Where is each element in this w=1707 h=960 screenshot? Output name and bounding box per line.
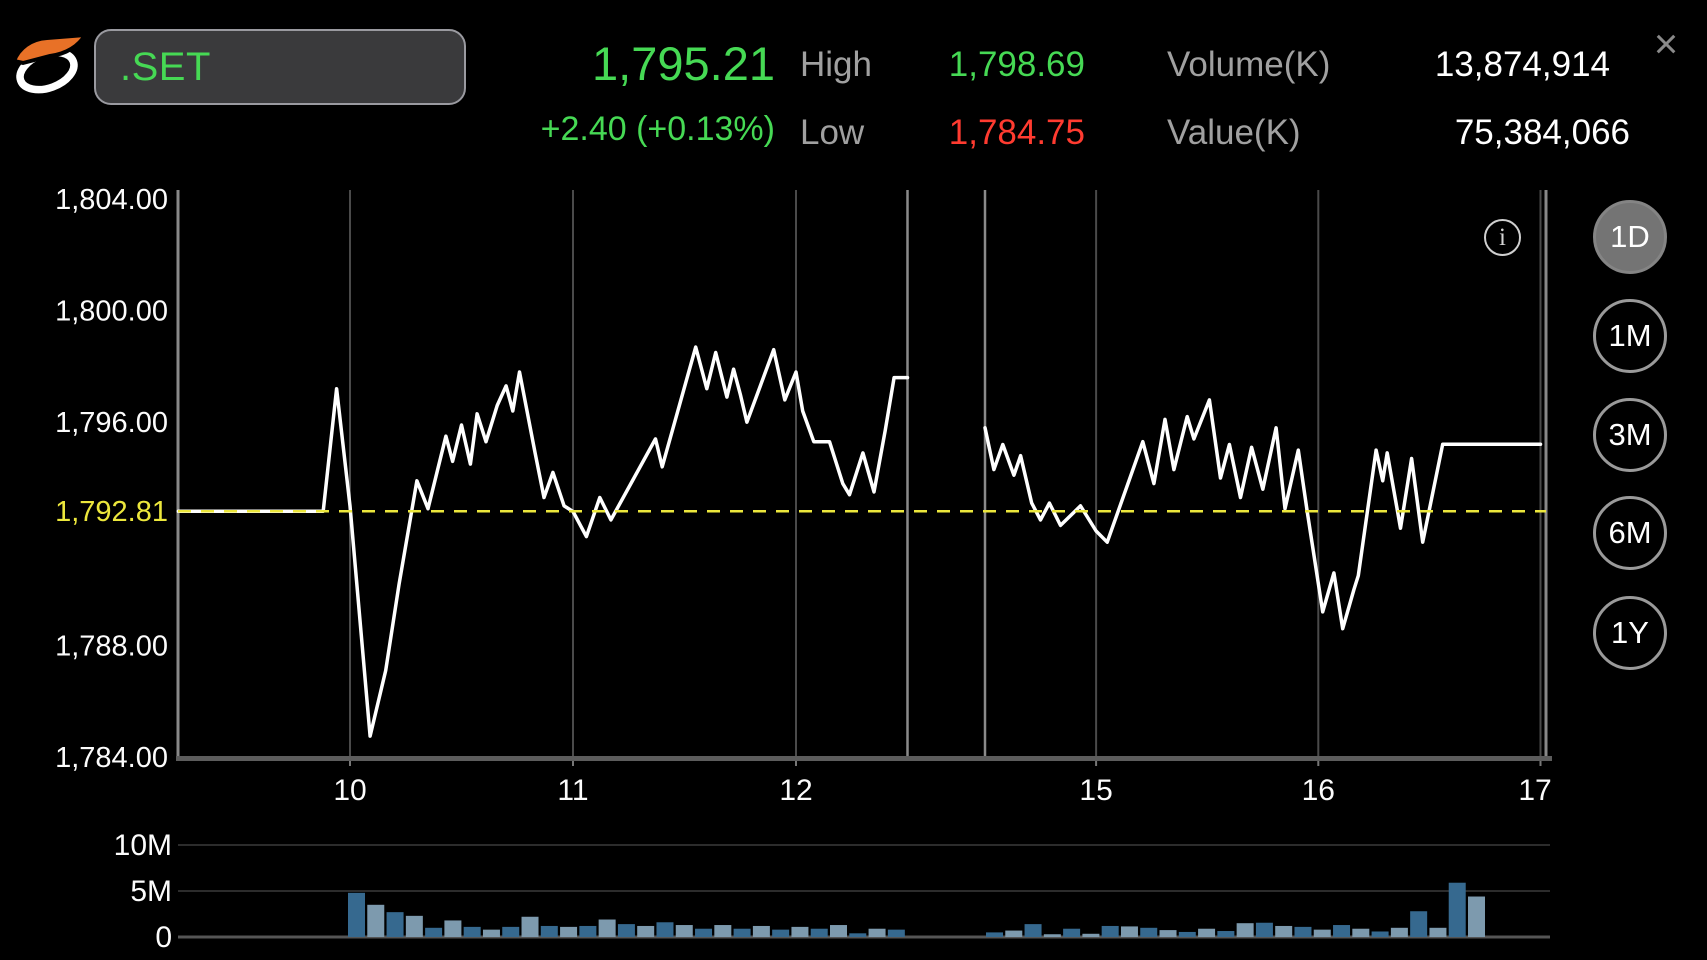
volume-morning-bar-14 xyxy=(617,924,635,937)
volume-morning-bar-12 xyxy=(579,925,597,937)
volume-axis-label-5M: 5M xyxy=(130,875,172,908)
volume-morning-bar-9 xyxy=(521,916,539,937)
prev-close-label: 1,792.81 xyxy=(55,496,168,528)
volume-morning-bar-20 xyxy=(733,928,751,937)
timeframe-button-3m[interactable]: 3M xyxy=(1593,398,1667,472)
volume-morning-bar-2 xyxy=(386,912,404,937)
volume-morning-bar-26 xyxy=(849,933,867,937)
volume-morning-bar-19 xyxy=(714,925,732,937)
volume-afternoon-bar-24 xyxy=(1448,882,1466,937)
volume-afternoon-bar-18 xyxy=(1333,925,1351,937)
volume-afternoon-bar-17 xyxy=(1313,929,1331,937)
volume-morning-bar-11 xyxy=(560,926,578,937)
y-axis-label-1796: 1,796.00 xyxy=(55,407,168,439)
low-value: 1,784.75 xyxy=(948,113,1085,152)
y-axis-label-1804: 1,804.00 xyxy=(55,184,168,216)
volume-afternoon-bar-3 xyxy=(1043,934,1061,937)
volume-morning-bar-22 xyxy=(772,929,790,937)
volume-morning-bar-10 xyxy=(540,925,558,937)
price-line-segment-1 xyxy=(983,398,1543,631)
y-axis-label-1800: 1,800.00 xyxy=(55,296,168,328)
volume-afternoon-bar-23 xyxy=(1429,927,1447,937)
x-axis-label-11: 11 xyxy=(557,774,588,807)
volume-afternoon-bar-6 xyxy=(1101,925,1119,937)
info-icon-letter: i xyxy=(1499,223,1506,251)
volume-afternoon-bar-8 xyxy=(1140,927,1158,937)
volume-morning-bar-21 xyxy=(752,925,770,937)
volume-morning-bar-4 xyxy=(425,927,443,937)
volume-label: Volume(K) xyxy=(1167,45,1331,84)
volume-morning-bar-6 xyxy=(463,926,481,937)
volume-afternoon-bar-15 xyxy=(1275,925,1293,937)
high-label: High xyxy=(800,45,872,84)
volume-afternoon-bar-25 xyxy=(1468,896,1485,937)
price-change: +2.40 (+0.13%) xyxy=(540,110,775,148)
timeframe-button-1m[interactable]: 1M xyxy=(1593,299,1667,373)
volume-morning-bar-5 xyxy=(444,920,462,937)
volume-afternoon-bar-2 xyxy=(1024,924,1042,937)
timeframe-button-6m[interactable]: 6M xyxy=(1593,496,1667,570)
volume-morning-bar-24 xyxy=(810,928,828,937)
volume-axis-label-0: 0 xyxy=(155,921,172,954)
x-axis-label-15: 15 xyxy=(1079,774,1112,807)
volume-morning-bar-0 xyxy=(348,892,365,937)
volume-morning-bar-1 xyxy=(367,904,385,937)
x-axis-label-16: 16 xyxy=(1302,774,1335,807)
timeframe-button-1d[interactable]: 1D xyxy=(1593,200,1667,274)
volume-morning-bar-27 xyxy=(868,928,886,937)
volume-afternoon-bar-7 xyxy=(1120,926,1138,937)
volume-afternoon-bar-4 xyxy=(1063,928,1081,937)
volume-morning-bar-3 xyxy=(405,915,423,937)
timeframe-button-1y[interactable]: 1Y xyxy=(1593,596,1667,670)
broker-logo xyxy=(11,32,88,94)
volume-afternoon-bar-1 xyxy=(1005,930,1023,937)
volume-axis-label-10M: 10M xyxy=(114,829,172,862)
low-label: Low xyxy=(800,113,865,152)
last-price: 1,795.21 xyxy=(592,37,775,90)
y-axis-label-1788: 1,788.00 xyxy=(55,630,168,662)
volume-afternoon-bar-10 xyxy=(1178,931,1196,937)
volume-afternoon-bar-5 xyxy=(1082,933,1100,937)
volume-morning-bar-7 xyxy=(482,929,500,937)
volume-afternoon-bar-9 xyxy=(1159,930,1177,937)
volume-afternoon-bar-12 xyxy=(1217,931,1235,937)
x-axis-label-10: 10 xyxy=(333,774,366,807)
volume-afternoon-bar-19 xyxy=(1352,928,1370,937)
volume-morning-bar-8 xyxy=(502,926,520,937)
price-line-segment-0 xyxy=(176,345,910,738)
x-axis-label-12: 12 xyxy=(779,774,812,807)
volume-afternoon-bar-0 xyxy=(986,932,1003,937)
close-icon[interactable]: × xyxy=(1653,20,1679,67)
volume-afternoon-bar-20 xyxy=(1371,931,1389,937)
volume-afternoon-bar-14 xyxy=(1255,922,1273,937)
volume-afternoon-bar-21 xyxy=(1390,927,1408,937)
volume-afternoon-bar-22 xyxy=(1410,911,1428,937)
x-axis-label-17: 17 xyxy=(1518,774,1551,807)
volume-afternoon-bar-16 xyxy=(1294,926,1312,937)
y-axis-label-1784: 1,784.00 xyxy=(55,742,168,774)
high-value: 1,798.69 xyxy=(948,45,1085,84)
volume-afternoon-bar-13 xyxy=(1236,923,1254,937)
volume-morning-bar-16 xyxy=(656,922,674,937)
volume-morning-bar-23 xyxy=(791,926,809,937)
volume-value: 13,874,914 xyxy=(1434,45,1610,84)
value-value: 75,384,066 xyxy=(1454,113,1630,152)
volume-afternoon-bar-11 xyxy=(1198,928,1216,937)
volume-morning-bar-25 xyxy=(830,925,847,937)
volume-morning-bar-28 xyxy=(887,929,905,937)
volume-morning-bar-15 xyxy=(637,925,655,937)
volume-morning-bar-17 xyxy=(675,925,693,937)
value-label: Value(K) xyxy=(1167,113,1301,152)
volume-morning-bar-13 xyxy=(598,919,616,937)
symbol-text: .SET xyxy=(120,44,211,89)
info-icon[interactable]: i xyxy=(1484,219,1521,256)
volume-morning-bar-18 xyxy=(695,928,713,937)
symbol-input[interactable]: .SET xyxy=(94,29,466,105)
